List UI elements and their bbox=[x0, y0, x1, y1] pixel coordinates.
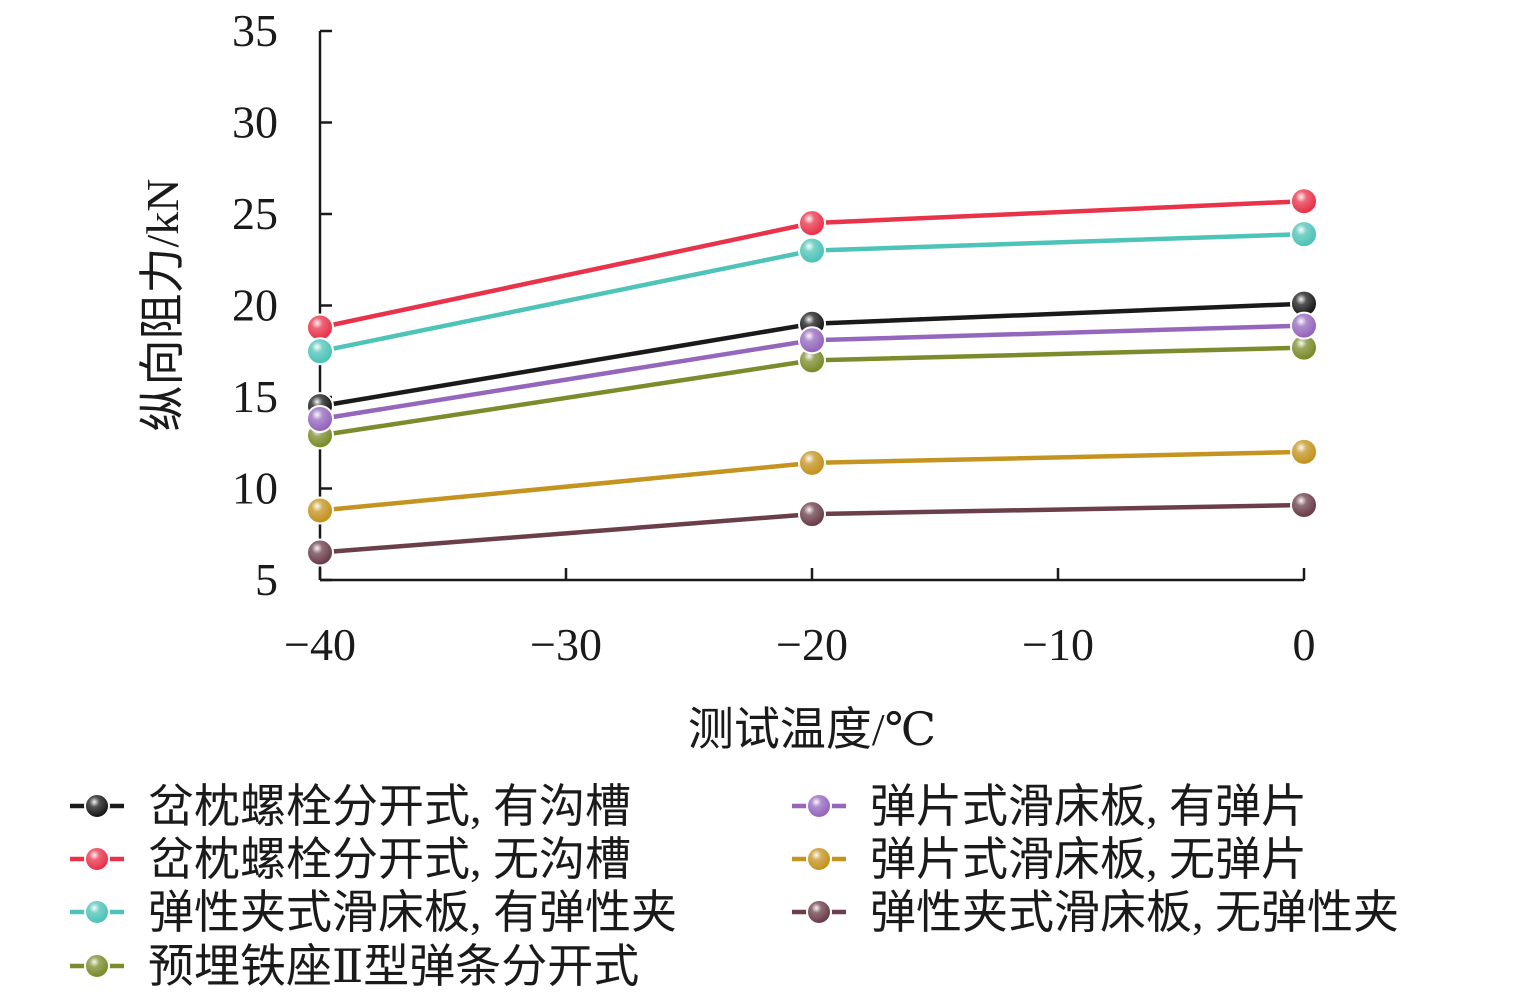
series-5 bbox=[306, 311, 1318, 433]
series-layer bbox=[306, 187, 1318, 567]
x-axis-title: 测试温度/℃ bbox=[688, 704, 936, 755]
legend-marker-highlight bbox=[808, 901, 830, 923]
data-point-highlight bbox=[800, 502, 824, 527]
legend-marker-highlight bbox=[86, 848, 108, 870]
series-2 bbox=[306, 187, 1318, 342]
data-point-highlight bbox=[800, 328, 824, 353]
data-point-highlight bbox=[800, 348, 824, 373]
x-tick-label: −20 bbox=[776, 619, 848, 670]
y-tick-label: 25 bbox=[232, 188, 278, 239]
series-7 bbox=[306, 490, 1318, 567]
data-point-highlight bbox=[1292, 335, 1316, 360]
data-point-highlight bbox=[308, 315, 332, 340]
data-point-highlight bbox=[1292, 189, 1316, 214]
data-point-highlight bbox=[1292, 291, 1316, 316]
legend-label: 岔枕螺栓分开式, 无沟槽 bbox=[148, 834, 631, 885]
y-axis-title: 纵向阻力/kN bbox=[137, 179, 188, 432]
legend-marker-highlight bbox=[86, 795, 108, 817]
legend-label: 弹性夹式滑床板, 无弹性夹 bbox=[870, 887, 1399, 938]
data-point-highlight bbox=[1292, 492, 1316, 517]
data-point-highlight bbox=[800, 238, 824, 263]
data-point-highlight bbox=[800, 450, 824, 475]
data-point-highlight bbox=[1292, 313, 1316, 338]
y-tick-label: 30 bbox=[232, 97, 278, 148]
series-6 bbox=[306, 437, 1318, 525]
x-tick-label: 0 bbox=[1293, 619, 1316, 670]
data-point-highlight bbox=[1292, 439, 1316, 464]
legend-item: 预埋铁座Ⅱ型弹条分开式 bbox=[70, 941, 639, 992]
legend-label: 弹片式滑床板, 有弹片 bbox=[870, 781, 1307, 832]
axes: 5 10 15 20 25 30 35 −40 −30 −20 −10 0 bbox=[232, 5, 1316, 670]
y-tick-label: 35 bbox=[232, 5, 278, 56]
legend-label: 弹片式滑床板, 无弹片 bbox=[870, 834, 1307, 885]
legend-marker-highlight bbox=[808, 795, 830, 817]
legend-item: 弹片式滑床板, 有弹片 bbox=[792, 781, 1307, 832]
x-tick-label: −10 bbox=[1022, 619, 1094, 670]
x-tick-label: −40 bbox=[284, 619, 356, 670]
data-point-highlight bbox=[800, 211, 824, 236]
legend-label: 弹性夹式滑床板, 有弹性夹 bbox=[148, 887, 677, 938]
legend-item: 弹片式滑床板, 无弹片 bbox=[792, 834, 1307, 885]
series-3 bbox=[306, 220, 1318, 366]
legend-item: 弹性夹式滑床板, 有弹性夹 bbox=[70, 887, 677, 938]
y-tick-label: 20 bbox=[232, 280, 278, 331]
legend-marker-highlight bbox=[86, 955, 108, 977]
legend-marker-highlight bbox=[86, 901, 108, 923]
x-tick-label: −30 bbox=[530, 619, 602, 670]
series-4 bbox=[306, 333, 1318, 450]
legend-item: 岔枕螺栓分开式, 无沟槽 bbox=[70, 834, 631, 885]
data-point-highlight bbox=[308, 540, 332, 565]
y-tick-label: 10 bbox=[232, 463, 278, 514]
data-point-highlight bbox=[308, 339, 332, 364]
legend-label: 岔枕螺栓分开式, 有沟槽 bbox=[148, 781, 631, 832]
legend-marker-highlight bbox=[808, 848, 830, 870]
data-point-highlight bbox=[1292, 222, 1316, 247]
legend-item: 弹性夹式滑床板, 无弹性夹 bbox=[792, 887, 1399, 938]
legend-label: 预埋铁座Ⅱ型弹条分开式 bbox=[148, 941, 639, 992]
legend-item: 岔枕螺栓分开式, 有沟槽 bbox=[70, 781, 631, 832]
y-tick-label: 15 bbox=[232, 371, 278, 422]
data-point-highlight bbox=[308, 406, 332, 431]
data-point-highlight bbox=[308, 498, 332, 523]
y-tick-label: 5 bbox=[255, 554, 278, 605]
